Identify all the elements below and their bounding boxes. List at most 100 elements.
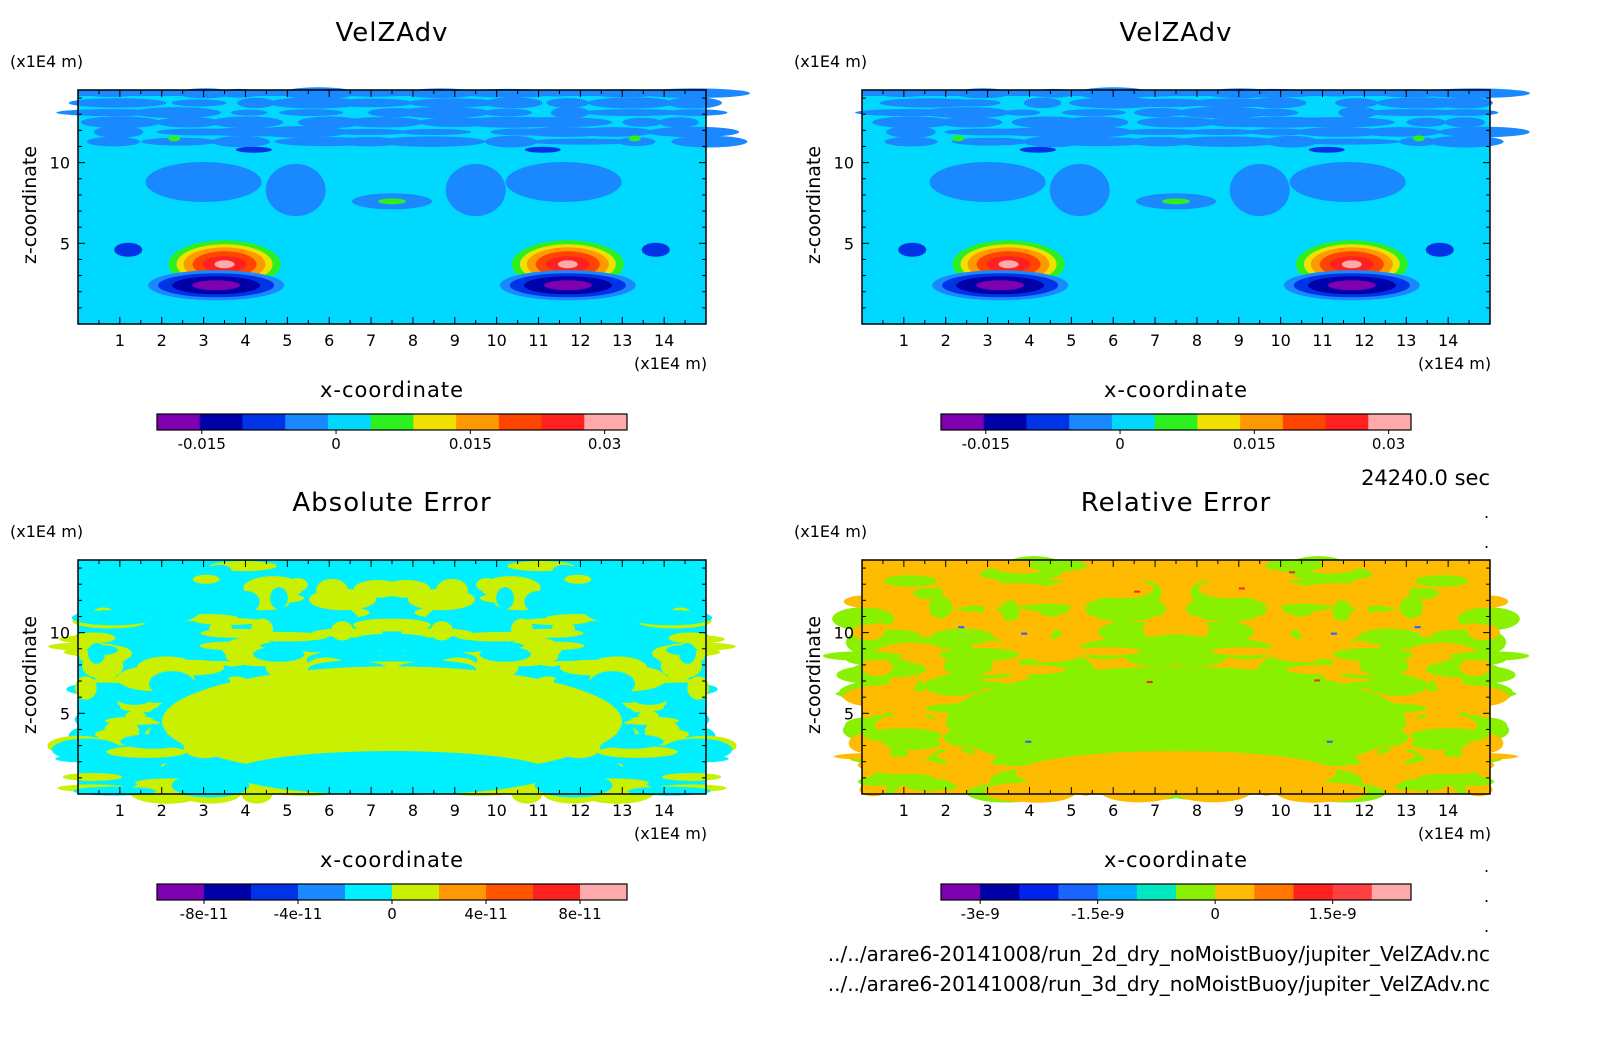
colorbar-swatch (1026, 414, 1070, 430)
field-patch (148, 671, 195, 697)
x-tick-label: 12 (1354, 331, 1374, 350)
field-patch (913, 587, 943, 600)
colorbar-tick-label: -4e-11 (274, 905, 323, 923)
colorbar-swatch (1240, 414, 1284, 430)
negative-contour (192, 280, 241, 291)
field-patch (1349, 576, 1414, 596)
field-patch (552, 564, 577, 577)
field-patch (323, 128, 410, 135)
colorbar-swatch (1019, 884, 1059, 900)
colorbar-swatch (1215, 884, 1255, 900)
colorbar: -0.015 0 0.015 0.03 (940, 413, 1412, 453)
field-patch (1019, 146, 1056, 153)
field-patch (591, 768, 608, 776)
x-tick-label: 2 (941, 801, 951, 820)
x-tick-label: 4 (1024, 331, 1034, 350)
field-patch (1249, 108, 1299, 117)
x-tick-label: 9 (1234, 801, 1244, 820)
x-tick-label: 3 (983, 801, 993, 820)
field-patch (114, 242, 143, 257)
field-patch (1289, 604, 1313, 617)
colorbar-swatch (251, 884, 299, 900)
x-tick-label: 3 (199, 801, 209, 820)
x-tick-label: 9 (450, 331, 460, 350)
field-patch (378, 198, 406, 205)
colorbar-tick-label: 0.015 (1233, 435, 1276, 453)
field-patch (946, 666, 1406, 777)
x-axis-label: x-coordinate (319, 378, 464, 402)
field-patch (522, 618, 589, 625)
field-patch (1379, 634, 1411, 650)
field-patch (904, 778, 953, 792)
x-tick-label: 8 (408, 801, 418, 820)
colorbar-tick-label: 0 (1115, 435, 1125, 453)
field-patch (162, 666, 622, 777)
colorbar-tick-label: 0.03 (1372, 435, 1405, 453)
x-tick-label: 2 (157, 801, 167, 820)
field-speck (1238, 587, 1245, 590)
field-patch (658, 117, 699, 128)
field-patch (88, 642, 106, 664)
field-patch (1198, 579, 1263, 599)
field-patch (231, 109, 268, 116)
x-tick-label: 4 (240, 331, 250, 350)
x-unit-label: (x1E4 m) (634, 354, 708, 373)
colorbar-swatch (285, 414, 329, 430)
field-patch (941, 634, 973, 650)
field-speck (1289, 571, 1296, 574)
field-patch (1444, 742, 1462, 761)
field-patch (546, 98, 590, 108)
colorbar-tick-label: 1.5e-9 (1309, 905, 1357, 923)
field-patch (629, 610, 713, 626)
field-patch (574, 127, 654, 137)
field-patch (1137, 634, 1214, 660)
field-patch (207, 564, 232, 577)
field-patch (329, 98, 414, 108)
field-patch (1265, 559, 1324, 572)
field-patch (1399, 137, 1438, 147)
field-patch (1003, 109, 1041, 116)
field-patch (120, 734, 186, 749)
field-patch (199, 641, 253, 650)
field-patch (175, 781, 243, 791)
y-unit-label: (x1E4 m) (10, 52, 84, 71)
field-patch (1358, 654, 1409, 677)
field-patch (330, 621, 354, 641)
colorbar-tick-label: 0.015 (449, 435, 492, 453)
field-patch (1000, 630, 1053, 653)
field-patch (356, 633, 419, 644)
panel-title: VelZAdv (335, 18, 449, 48)
field-patch (1016, 751, 1336, 796)
field-speck (958, 626, 965, 629)
x-tick-label: 12 (570, 801, 590, 820)
field-layer (56, 87, 750, 324)
field-patch (938, 117, 1003, 128)
colorbar-swatch (941, 414, 985, 430)
field-patch (376, 594, 418, 618)
field-patch (1145, 615, 1177, 633)
colorbar: -0.015 0 0.015 0.03 (156, 413, 628, 453)
field-patch (598, 734, 664, 749)
colorbar-swatch (370, 414, 414, 430)
negative-contour (976, 280, 1025, 291)
x-tick-label: 14 (1438, 801, 1458, 820)
field-patch (1438, 126, 1530, 138)
colorbar-swatch (1325, 414, 1369, 430)
field-speck (1414, 626, 1421, 629)
field-patch (1409, 728, 1489, 743)
x-tick-label: 11 (528, 331, 548, 350)
field-patch (1415, 575, 1469, 587)
field-patch (664, 109, 728, 116)
field-patch (929, 161, 1046, 202)
field-patch (125, 710, 146, 722)
field-patch (297, 116, 363, 129)
x-unit-label: (x1E4 m) (1418, 354, 1492, 373)
field-patch (859, 782, 887, 797)
field-layer (822, 556, 1530, 803)
colorbar-swatch (199, 414, 243, 430)
field-speck (1326, 740, 1333, 743)
x-tick-label: 10 (1270, 801, 1290, 820)
field-patch (106, 745, 187, 758)
x-unit-label: (x1E4 m) (1418, 824, 1492, 843)
